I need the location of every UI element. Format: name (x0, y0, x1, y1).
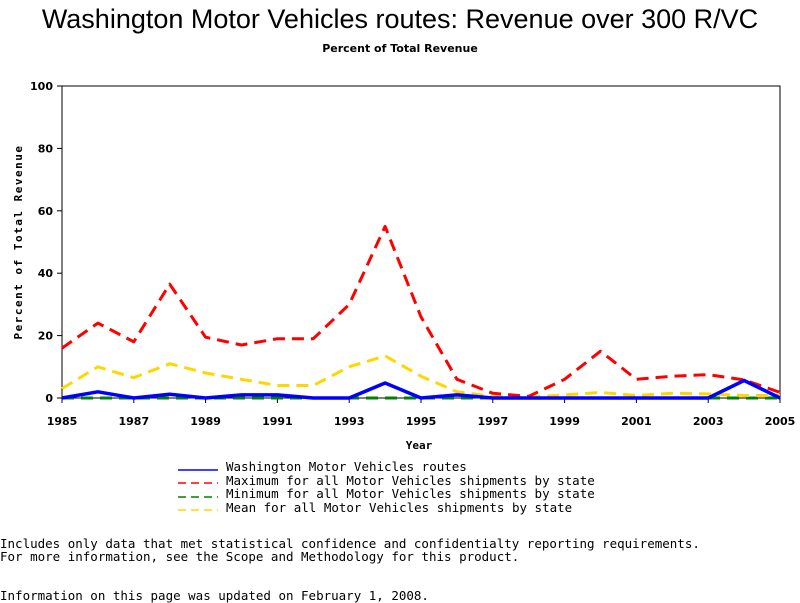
legend-swatch (178, 463, 218, 471)
y-tick-label: 80 (38, 142, 54, 155)
chart-title: Washington Motor Vehicles routes: Revenu… (41, 4, 759, 34)
legend-label: Maximum for all Motor Vehicles shipments… (226, 472, 595, 488)
legend-swatch (178, 476, 218, 484)
legend-label: Mean for all Motor Vehicles shipments by… (226, 499, 573, 515)
x-tick-label: 1993 (334, 415, 365, 428)
legend-label: Washington Motor Vehicles routes (226, 459, 467, 474)
legend-item: Mean for all Motor Vehicles shipments by… (178, 499, 595, 515)
footnote-line-2: For more information, see the Scope and … (0, 549, 520, 564)
legend-label: Minimum for all Motor Vehicles shipments… (226, 486, 595, 501)
y-tick-label: 40 (38, 267, 54, 280)
series-line-3 (61, 354, 780, 399)
legend-item: Maximum for all Motor Vehicles shipments… (178, 472, 595, 488)
x-tick-label: 1985 (47, 415, 78, 428)
y-axis-title: Percent of Total Revenue (12, 145, 25, 340)
x-tick-label: 1989 (190, 415, 221, 428)
x-tick-label: 1997 (477, 415, 508, 428)
y-axis: 0 20 40 60 80 100 (30, 80, 62, 405)
series-lines (61, 224, 781, 400)
legend-swatch (178, 503, 218, 511)
footnote-line-1: Includes only data that met statistical … (0, 536, 700, 551)
y-tick-label: 100 (30, 80, 53, 93)
x-axis: 1985 1987 1989 1991 1993 1995 1997 1999 2001 2003… (47, 398, 796, 428)
plot-area-frame (61, 85, 781, 399)
x-tick-label: 2001 (621, 415, 652, 428)
x-tick-label: 2003 (693, 415, 724, 428)
updated-note: Information on this page was updated on … (0, 588, 429, 603)
line-chart: 1985 1987 1989 1991 1993 1995 1997 1999 2001 2003… (12, 80, 796, 452)
legend: Washington Motor Vehicles routes Maximum … (178, 460, 595, 514)
legend-swatch (178, 490, 218, 498)
x-tick-label: 1987 (118, 415, 149, 428)
series-line-0 (61, 378, 781, 400)
x-axis-title: Year (406, 439, 433, 452)
y-tick-label: 60 (38, 205, 54, 218)
chart-subtitle: Percent of Total Revenue (322, 42, 478, 55)
y-tick-label: 20 (38, 330, 54, 343)
series-line-1 (61, 224, 781, 398)
x-tick-label: 1999 (549, 415, 580, 428)
x-tick-label: 1995 (406, 415, 437, 428)
y-tick-label: 0 (45, 392, 53, 405)
x-tick-label: 1991 (262, 415, 293, 428)
legend-item: Minimum for all Motor Vehicles shipments… (178, 487, 595, 501)
legend-item: Washington Motor Vehicles routes (178, 460, 595, 474)
x-tick-label: 2005 (765, 415, 796, 428)
